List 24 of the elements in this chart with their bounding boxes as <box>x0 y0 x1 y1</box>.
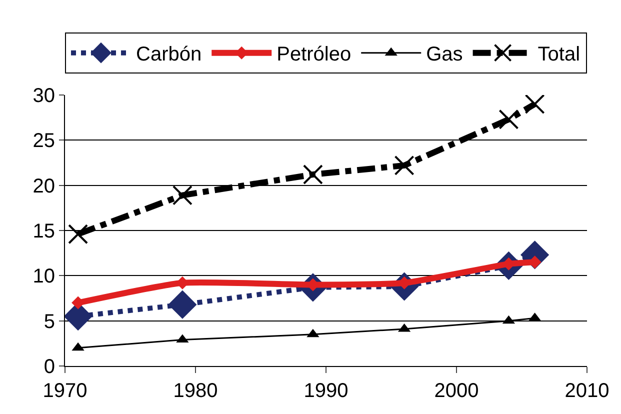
x-tick-label: 1980 <box>173 380 218 402</box>
y-tick-label: 30 <box>32 85 55 107</box>
point <box>72 296 85 310</box>
point <box>172 185 192 206</box>
x-tick-label: 1990 <box>304 380 348 402</box>
legend-label: Gas <box>426 44 463 66</box>
legend-label: Total <box>538 44 580 66</box>
legend-label: Carbón <box>136 44 202 66</box>
y-tick-label: 10 <box>32 266 55 288</box>
y-tick-label: 20 <box>32 175 55 198</box>
x-tick-label: 2010 <box>564 380 610 402</box>
point <box>394 155 414 176</box>
x-tick-label: 2000 <box>434 380 479 402</box>
y-tick-label: 5 <box>44 310 55 333</box>
y-tick-label: 15 <box>32 220 55 242</box>
legend-label: Petróleo <box>276 44 352 66</box>
point <box>524 95 545 114</box>
point <box>68 224 88 244</box>
y-tick-label: 0 <box>44 356 55 378</box>
point <box>168 290 197 319</box>
x-tick-label: 1970 <box>42 380 88 402</box>
y-tick-label: 25 <box>32 130 55 152</box>
point <box>498 109 519 130</box>
point <box>302 164 323 184</box>
